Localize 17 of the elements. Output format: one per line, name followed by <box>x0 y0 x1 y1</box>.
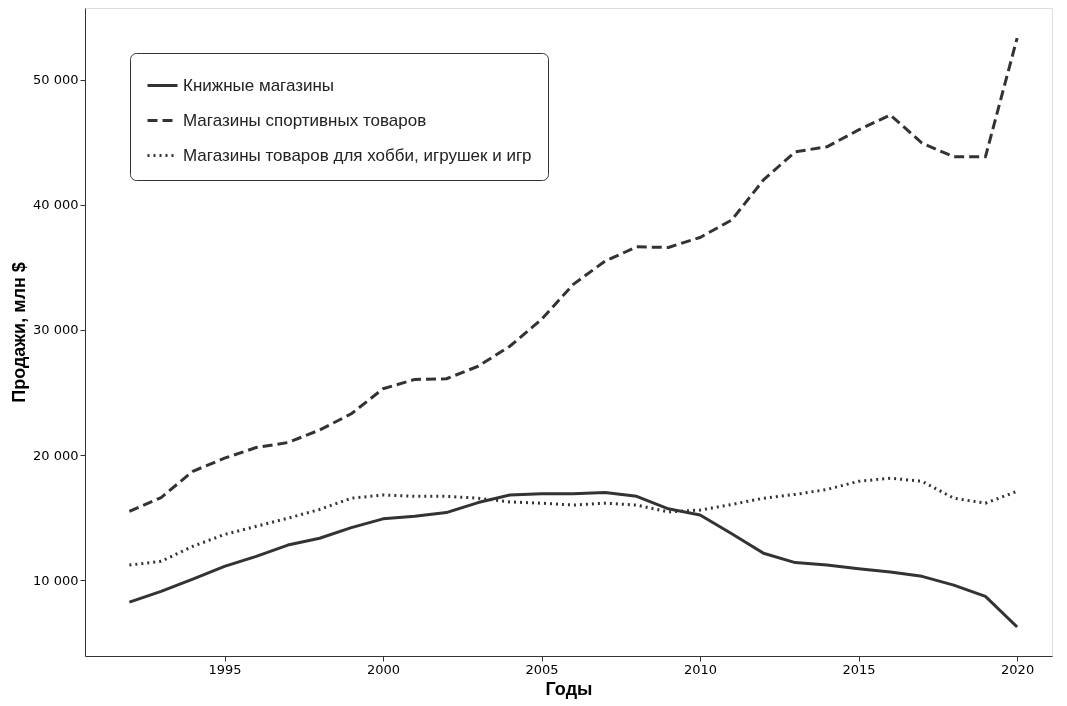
x-axis-title: Годы <box>545 678 593 699</box>
x-tick-label: 2015 <box>842 661 876 677</box>
legend-label: Книжные магазины <box>183 75 335 95</box>
x-tick-label: 1995 <box>208 661 242 677</box>
y-tick-label: 10 000 <box>33 572 79 588</box>
x-tick-label: 2000 <box>366 661 401 677</box>
y-tick-label: 50 000 <box>33 72 79 88</box>
x-tick-label: 2020 <box>1001 661 1035 677</box>
legend-label: Магазины товаров для хобби, игрушек и игр <box>183 145 532 165</box>
y-tick-label: 30 000 <box>33 322 79 338</box>
legend-label: Магазины спортивных товаров <box>183 110 427 130</box>
x-tick-label: 2010 <box>684 661 718 677</box>
y-axis-title: Продажи, млн $ <box>9 262 30 403</box>
y-tick-label: 20 000 <box>33 447 79 463</box>
x-tick-label: 2005 <box>525 661 559 677</box>
y-tick-label: 40 000 <box>33 197 79 213</box>
line-series <box>127 36 1019 513</box>
